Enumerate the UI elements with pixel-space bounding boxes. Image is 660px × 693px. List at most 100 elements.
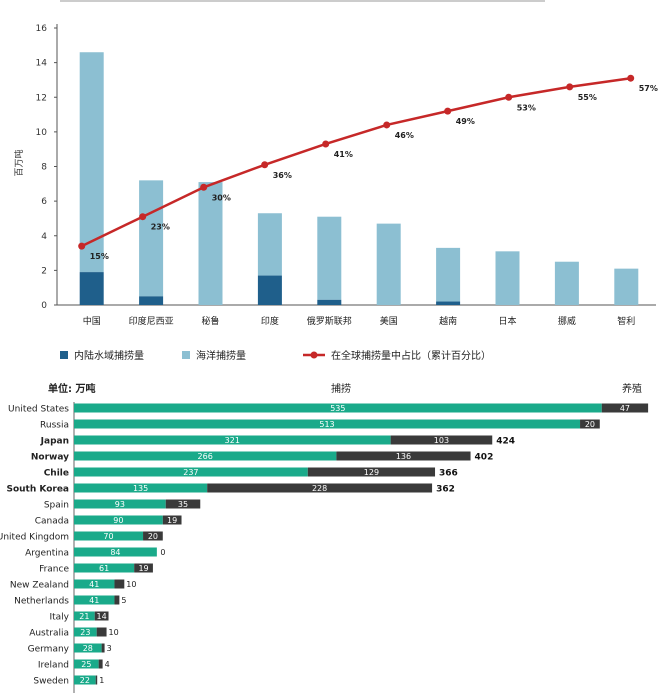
bar-aquaculture-2 — [390, 435, 493, 445]
line-point-1 — [139, 213, 147, 221]
category-label-16: Ireland — [38, 661, 69, 671]
legend-label-aquaculture: 养殖 — [622, 382, 642, 395]
line-point-6 — [444, 107, 452, 115]
value-label-capture-15: 28 — [83, 644, 93, 653]
value-label-aquaculture-8: 20 — [148, 532, 158, 541]
bar-aquaculture-5 — [207, 483, 433, 493]
total-label-4: 366 — [439, 469, 458, 479]
x-tick-label-7: 日本 — [498, 315, 516, 327]
value-label-capture-1: 513 — [319, 420, 334, 429]
value-label-aquaculture-14: 10 — [109, 628, 119, 637]
category-label-8: United Kingdom — [0, 533, 69, 543]
bar-capture-0 — [74, 403, 602, 413]
bar-capture-9 — [74, 547, 157, 557]
value-label-aquaculture-4: 129 — [364, 468, 379, 477]
x-tick-label-9: 智利 — [617, 315, 635, 327]
value-label-capture-16: 25 — [81, 660, 91, 669]
value-label-aquaculture-5: 228 — [312, 484, 327, 493]
cumulative-share-line — [81, 76, 631, 248]
value-label-aquaculture-10: 19 — [138, 564, 148, 573]
category-label-9: Argentina — [25, 549, 69, 559]
bar-capture-17 — [74, 675, 96, 685]
bar-aquaculture-0 — [601, 403, 649, 413]
value-label-capture-0: 535 — [330, 404, 345, 413]
category-label-4: Chile — [44, 469, 69, 479]
line-point-0 — [78, 242, 86, 250]
line-data-label-5: 46% — [395, 131, 414, 140]
x-tick-label-3: 印度 — [261, 315, 279, 327]
x-tick-label-0: 中国 — [83, 315, 101, 327]
category-label-6: Spain — [44, 501, 69, 511]
category-label-5: South Korea — [6, 485, 69, 495]
y-tick-label: 8 — [41, 163, 47, 173]
value-label-aquaculture-7: 19 — [167, 516, 177, 525]
bar-aquaculture-13 — [94, 611, 109, 621]
legend-swatch-marine — [182, 351, 190, 359]
bar-aquaculture-15 — [101, 643, 105, 653]
bar-aquaculture-10 — [134, 563, 153, 573]
value-label-aquaculture-1: 20 — [585, 420, 595, 429]
bar-marine-1 — [139, 180, 164, 297]
category-label-1: Russia — [40, 421, 69, 431]
bar-inland-0 — [79, 272, 104, 305]
bar-marine-3 — [257, 213, 282, 276]
legend-label-inland: 内陆水域捕捞量 — [74, 349, 144, 362]
line-data-label-2: 30% — [212, 193, 231, 202]
line-data-label-3: 36% — [273, 171, 292, 180]
value-label-capture-12: 41 — [89, 596, 99, 605]
bar-capture-1 — [74, 419, 581, 429]
category-label-13: Italy — [49, 613, 69, 623]
bar-aquaculture-3 — [336, 451, 471, 461]
bar-capture-11 — [74, 579, 115, 589]
x-tick-label-1: 印度尼西亚 — [129, 315, 174, 327]
y-tick-label: 4 — [41, 232, 47, 242]
x-tick-label-8: 挪威 — [558, 315, 576, 327]
category-label-12: Netherlands — [14, 597, 69, 607]
bar-aquaculture-1 — [580, 419, 600, 429]
value-label-capture-9: 84 — [110, 548, 120, 557]
x-tick-label-6: 越南 — [439, 315, 457, 327]
y-tick-label: 2 — [41, 266, 47, 276]
line-point-9 — [627, 74, 635, 82]
bar-capture-6 — [74, 499, 166, 509]
line-data-label-4: 41% — [334, 150, 353, 159]
legend-line-marker — [310, 351, 318, 359]
bar-capture-14 — [74, 627, 97, 637]
value-label-capture-14: 23 — [80, 628, 90, 637]
x-tick-label-5: 美国 — [380, 315, 398, 327]
bar-aquaculture-14 — [96, 627, 107, 637]
bar-capture-15 — [74, 643, 102, 653]
value-label-aquaculture-13: 14 — [97, 612, 107, 621]
y-tick-label: 12 — [36, 93, 47, 103]
bar-capture-2 — [74, 435, 391, 445]
line-data-label-9: 57% — [639, 84, 658, 93]
category-label-7: Canada — [35, 517, 69, 527]
bar-marine-4 — [317, 216, 342, 300]
y-tick-label: 16 — [36, 24, 48, 34]
value-label-aquaculture-12: 5 — [121, 596, 126, 605]
bar-marine-2 — [198, 182, 223, 305]
bar-capture-8 — [74, 531, 144, 541]
value-label-aquaculture-6: 35 — [178, 500, 188, 509]
bar-marine-7 — [495, 251, 520, 305]
x-tick-label-4: 俄罗斯联邦 — [307, 315, 352, 327]
category-label-0: United States — [8, 405, 69, 415]
line-point-2 — [200, 183, 208, 191]
value-label-aquaculture-9: 0 — [160, 548, 165, 557]
bar-marine-5 — [376, 223, 401, 305]
value-label-aquaculture-17: 1 — [99, 676, 104, 685]
value-label-aquaculture-11: 10 — [126, 580, 136, 589]
value-label-capture-2: 321 — [225, 436, 240, 445]
line-data-label-0: 15% — [90, 252, 109, 261]
bar-capture-4 — [74, 467, 308, 477]
bar-capture-16 — [74, 659, 99, 669]
bar-inland-6 — [436, 301, 461, 305]
bar-capture-12 — [74, 595, 115, 605]
bar-inland-4 — [317, 299, 342, 305]
legend-label-capture: 捕捞 — [331, 382, 351, 395]
bar-aquaculture-4 — [307, 467, 436, 477]
bar-capture-5 — [74, 483, 208, 493]
legend-label-marine: 海洋捕捞量 — [196, 349, 246, 362]
line-data-label-6: 49% — [456, 117, 475, 126]
